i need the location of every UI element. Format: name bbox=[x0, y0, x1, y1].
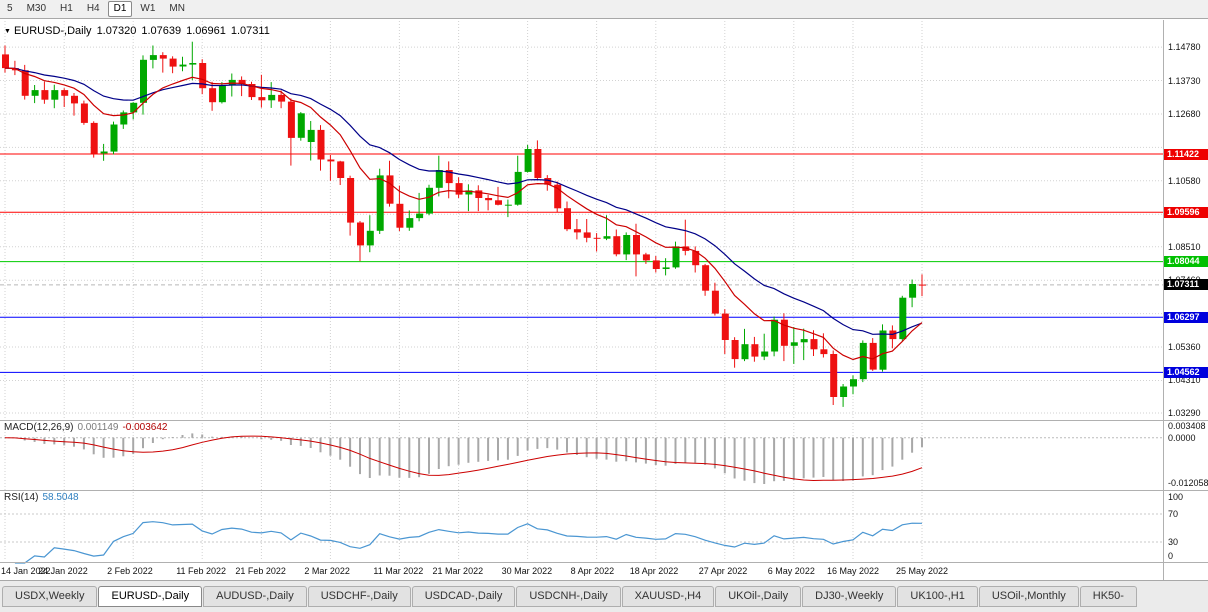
chart-tab-audusd-daily[interactable]: AUDUSD-,Daily bbox=[203, 586, 307, 607]
date-label: 6 May 2022 bbox=[767, 566, 815, 576]
date-label: 18 Apr 2022 bbox=[629, 566, 679, 576]
date-label: 11 Mar 2022 bbox=[373, 566, 424, 576]
price-axis-label: 1.13730 bbox=[1168, 75, 1201, 86]
timeframe-button-d1[interactable]: D1 bbox=[107, 1, 133, 17]
rsi-panel-separator[interactable] bbox=[0, 490, 1208, 491]
date-label: 8 Apr 2022 bbox=[570, 566, 615, 576]
chart-tab-usdcad-daily[interactable]: USDCAD-,Daily bbox=[411, 586, 516, 607]
timeframe-button-5[interactable]: 5 bbox=[7, 3, 13, 14]
macd-histogram bbox=[13, 433, 923, 484]
price-axis-label: 1.12680 bbox=[1168, 108, 1201, 119]
chart-title: ▼ EURUSD-,Daily 1.07320 1.07639 1.06961 1.073… bbox=[4, 25, 270, 37]
date-label: 24 Jan 2022 bbox=[38, 566, 88, 576]
timeframe-button-h1[interactable]: H1 bbox=[60, 3, 73, 14]
price-axis-label: 1.10580 bbox=[1168, 175, 1201, 186]
rsi-axis-label: 0 bbox=[1168, 551, 1174, 561]
price-badge-1.11422: 1.11422 bbox=[1164, 148, 1208, 160]
macd-main-value: 0.001149 bbox=[77, 422, 119, 433]
rsi-name: RSI(14) bbox=[4, 492, 39, 503]
macd-signal-value: -0.003642 bbox=[122, 422, 168, 433]
price-axis-label: 1.04310 bbox=[1168, 375, 1201, 386]
candles bbox=[2, 41, 926, 407]
ohlc-high-value: 1.07639 bbox=[141, 25, 182, 37]
ohlc-close-value: 1.07311 bbox=[230, 25, 270, 37]
price-badge-1.09596: 1.09596 bbox=[1164, 206, 1208, 218]
date-label: 25 May 2022 bbox=[895, 566, 949, 576]
macd-axis-label: 0.003408 bbox=[1168, 421, 1206, 431]
chart-tab-xauusd-h4[interactable]: XAUUSD-,H4 bbox=[621, 586, 715, 607]
date-label: 2 Mar 2022 bbox=[304, 566, 350, 576]
date-label: 14 Jan 2022 bbox=[1, 566, 51, 576]
price-badge-1.07311: 1.07311 bbox=[1164, 279, 1208, 291]
time-axis-separator bbox=[0, 562, 1208, 563]
price-badge-1.06297: 1.06297 bbox=[1164, 311, 1208, 323]
chart-tab-dj30-weekly[interactable]: DJ30-,Weekly bbox=[802, 586, 897, 607]
rsi-axis-label: 70 bbox=[1168, 509, 1179, 519]
date-label: 21 Feb 2022 bbox=[235, 566, 286, 576]
chart-tab-hk50[interactable]: HK50- bbox=[1079, 586, 1137, 607]
timeframe-toolbar: 5 M30 H1 H4 D1 W1 MN bbox=[0, 0, 1208, 19]
ma-fast-line bbox=[4, 67, 923, 361]
macd-signal-line bbox=[4, 435, 923, 482]
macd-axis-label: 0.0000 bbox=[1168, 432, 1196, 443]
timeframe-button-mn[interactable]: MN bbox=[169, 3, 185, 14]
date-label: 2 Feb 2022 bbox=[107, 566, 153, 576]
date-label: 11 Feb 2022 bbox=[176, 566, 227, 576]
chart-tab-usdx-weekly[interactable]: USDX,Weekly bbox=[2, 586, 98, 607]
price-axis-label: 1.08510 bbox=[1168, 241, 1201, 252]
price-badge-1.04562: 1.04562 bbox=[1164, 366, 1208, 378]
rsi-line bbox=[14, 521, 923, 564]
chart-tab-uk100-h1[interactable]: UK100-,H1 bbox=[897, 586, 978, 607]
date-label: 30 Mar 2022 bbox=[501, 566, 553, 576]
symbol-dropdown-icon[interactable]: ▼ bbox=[4, 28, 11, 35]
macd-axis-label: -0.012058 bbox=[1168, 477, 1208, 488]
price-axis-label: 1.05360 bbox=[1168, 342, 1201, 353]
price-badge-1.08044: 1.08044 bbox=[1164, 256, 1208, 268]
ohlc-open-value: 1.07320 bbox=[96, 25, 137, 37]
timeframe-button-m30[interactable]: M30 bbox=[26, 3, 47, 14]
time-axis: 14 Jan 2022 24 Jan 2022 2 Feb 2022 11 Feb 2… bbox=[0, 563, 1163, 580]
chart-tab-eurusd-daily[interactable]: EURUSD-,Daily bbox=[98, 586, 203, 607]
price-axis: 1.147801.137301.126801.105801.085101.074… bbox=[1163, 20, 1208, 580]
timeframe-button-w1[interactable]: W1 bbox=[140, 3, 156, 14]
rsi-axis-label: 30 bbox=[1168, 537, 1179, 547]
chart-tabs-bar: USDX,Weekly EURUSD-,Daily AUDUSD-,Daily USD… bbox=[0, 580, 1208, 612]
date-label: 16 May 2022 bbox=[826, 566, 879, 576]
chart-canvas[interactable] bbox=[0, 0, 1163, 580]
ohlc-low-value: 1.06961 bbox=[186, 25, 226, 37]
chart-tab-usdchf-daily[interactable]: USDCHF-,Daily bbox=[307, 586, 411, 607]
chart-tab-usoil-monthly[interactable]: USOil-,Monthly bbox=[978, 586, 1079, 607]
macd-name: MACD(12,26,9) bbox=[4, 422, 74, 433]
macd-indicator-label: MACD(12,26,9) 0.001149 -0.003642 bbox=[4, 422, 167, 433]
symbol-period-label: EURUSD-,Daily bbox=[13, 25, 92, 37]
rsi-value: 58.5048 bbox=[42, 492, 79, 503]
macd-panel-separator[interactable] bbox=[0, 420, 1208, 421]
chart-tab-ukoil-daily[interactable]: UKOil-,Daily bbox=[715, 586, 802, 607]
date-label: 27 Apr 2022 bbox=[698, 566, 748, 576]
price-axis-label: 1.03290 bbox=[1168, 407, 1201, 418]
price-axis-label: 1.14780 bbox=[1168, 42, 1201, 53]
rsi-axis-label: 100 bbox=[1168, 492, 1184, 502]
timeframe-button-h4[interactable]: H4 bbox=[86, 3, 100, 14]
date-label: 21 Mar 2022 bbox=[432, 566, 484, 576]
chart-tab-usdcnh-daily[interactable]: USDCNH-,Daily bbox=[516, 586, 621, 607]
rsi-indicator-label: RSI(14) 58.5048 bbox=[4, 492, 79, 503]
